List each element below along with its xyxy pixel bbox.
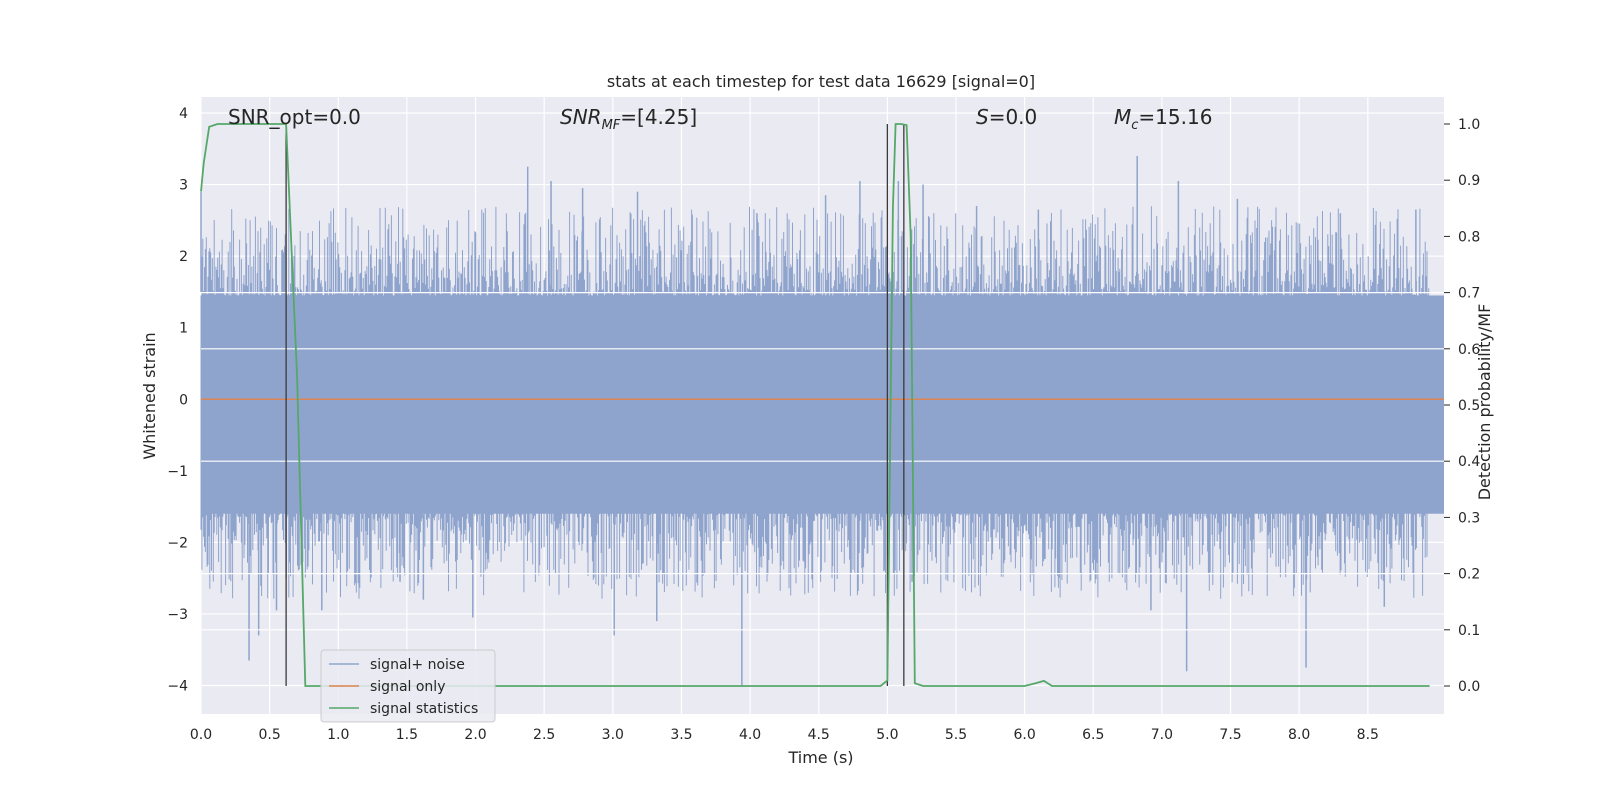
legend: signal+ noise signal only signal statist… [320, 649, 496, 723]
x-tick-label: 3.0 [602, 727, 624, 743]
annotation-mc-main: M [1114, 105, 1131, 129]
y-right-tick-label: 0.2 [1458, 567, 1480, 583]
x-tick-label: 0.5 [259, 727, 281, 743]
y-right-tick-label: 0.0 [1458, 679, 1480, 695]
y-tick-label: 0 [179, 392, 188, 408]
x-tick-label: 2.5 [533, 727, 555, 743]
y-right-tick-labels: 1.0 0.9 0.8 0.7 0.6 0.5 0.4 0.3 0.2 0.1 0.0 [1444, 117, 1480, 695]
annotation-s-rest: =0.0 [989, 105, 1038, 129]
y-tick-label: −3 [167, 607, 188, 623]
x-tick-labels: 0.0 0.5 1.0 1.5 2.0 2.5 3.0 3.5 4.0 4.5 5.0 5.5 6.0 6… [190, 727, 1379, 743]
y-tick-label: 3 [179, 178, 188, 194]
y-tick-label: 1 [179, 321, 188, 337]
annotation-snr-mf-sub: MF [602, 118, 621, 133]
y-tick-label: −2 [167, 535, 188, 551]
x-tick-label: 6.5 [1082, 727, 1104, 743]
x-tick-label: 1.0 [327, 727, 349, 743]
y-tick-label: −1 [167, 464, 188, 480]
legend-box [320, 649, 496, 723]
annotation-snr-mf-rest: =[4.25] [620, 105, 697, 129]
legend-label-statistics: signal statistics [370, 701, 478, 717]
y-right-tick-label: 0.9 [1458, 173, 1480, 189]
y-right-tick-label: 1.0 [1458, 117, 1480, 133]
x-tick-label: 1.5 [396, 727, 418, 743]
y-tick-label: −4 [167, 679, 188, 695]
right-axis-gridlines [201, 292, 1444, 631]
x-tick-label: 4.5 [808, 727, 830, 743]
y-axis-label: Whitened strain [140, 332, 159, 459]
noise-trace [200, 206, 1430, 599]
x-tick-label: 2.0 [464, 727, 486, 743]
annotation-snr-opt: SNR_opt=0.0 [228, 105, 361, 129]
x-tick-label: 8.0 [1288, 727, 1310, 743]
annotation-s: S=0.0 [976, 105, 1037, 129]
annotation-s-main: S [976, 105, 989, 129]
y-right-tick-label: 0.5 [1458, 398, 1480, 414]
y-tick-labels: 4 3 2 1 0 −1 −2 −3 −4 [167, 106, 188, 695]
y-tick-label: 2 [179, 249, 188, 265]
signal-statistics-series [200, 123, 1430, 687]
x-tick-label: 7.5 [1219, 727, 1241, 743]
x-axis-label: Time (s) [787, 748, 853, 767]
annotation-mc-sub: c [1131, 118, 1138, 133]
vertical-markers [285, 124, 905, 686]
x-tick-label: 5.5 [945, 727, 967, 743]
x-tick-label: 0.0 [190, 727, 212, 743]
x-tick-label: 6.0 [1014, 727, 1036, 743]
chart-title: stats at each timestep for test data 166… [607, 72, 1035, 91]
x-tick-label: 4.0 [739, 727, 761, 743]
signal-noise-series [200, 155, 1444, 686]
x-tick-label: 8.5 [1357, 727, 1379, 743]
y-right-tick-label: 0.4 [1458, 454, 1480, 470]
x-tick-label: 5.0 [876, 727, 898, 743]
y-right-axis-label: Detection probability/MF [1475, 304, 1494, 501]
legend-label-noise: signal+ noise [370, 657, 465, 673]
legend-label-signal-only: signal only [370, 679, 445, 695]
y-right-tick-label: 0.3 [1458, 510, 1480, 526]
x-tick-label: 7.0 [1151, 727, 1173, 743]
y-right-tick-label: 0.1 [1458, 623, 1480, 639]
y-right-tick-label: 0.7 [1458, 286, 1480, 302]
annotation-mc-rest: =15.16 [1138, 105, 1212, 129]
y-right-tick-label: 0.6 [1458, 342, 1480, 358]
y-tick-label: 4 [179, 106, 188, 122]
annotation-mc: Mc=15.16 [1114, 105, 1212, 133]
statistics-line [200, 123, 1430, 687]
x-tick-label: 3.5 [670, 727, 692, 743]
annotation-snr-mf: SNRMF=[4.25] [560, 105, 697, 133]
annotation-snr-mf-main: SNR [560, 105, 602, 129]
y-right-tick-label: 0.8 [1458, 229, 1480, 245]
